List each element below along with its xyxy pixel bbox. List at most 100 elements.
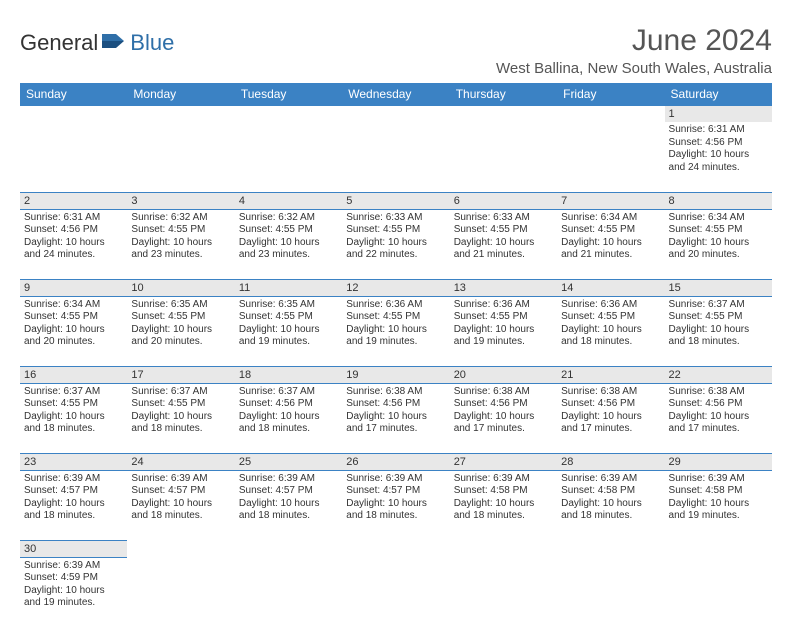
day-cell: Sunrise: 6:36 AMSunset: 4:55 PMDaylight:… bbox=[557, 296, 664, 366]
weekday-header: Tuesday bbox=[235, 83, 342, 106]
day-number-cell: 20 bbox=[450, 366, 557, 383]
day-detail-d2: and 17 minutes. bbox=[346, 423, 445, 436]
day-number-cell: 21 bbox=[557, 366, 664, 383]
day-detail-ss: Sunset: 4:55 PM bbox=[239, 311, 338, 324]
day-detail-d2: and 17 minutes. bbox=[669, 423, 768, 436]
day-detail-sr: Sunrise: 6:39 AM bbox=[239, 473, 338, 486]
day-number-cell: 25 bbox=[235, 453, 342, 470]
day-detail-sr: Sunrise: 6:34 AM bbox=[669, 212, 768, 225]
day-cell: Sunrise: 6:35 AMSunset: 4:55 PMDaylight:… bbox=[235, 296, 342, 366]
day-detail-d2: and 23 minutes. bbox=[239, 249, 338, 262]
day-cell: Sunrise: 6:38 AMSunset: 4:56 PMDaylight:… bbox=[665, 383, 772, 453]
day-number-cell: 3 bbox=[127, 192, 234, 209]
day-number-cell: 8 bbox=[665, 192, 772, 209]
day-detail-ss: Sunset: 4:55 PM bbox=[131, 224, 230, 237]
day-content-row: Sunrise: 6:39 AMSunset: 4:59 PMDaylight:… bbox=[20, 557, 772, 627]
logo-text-blue: Blue bbox=[130, 30, 174, 56]
day-detail-d1: Daylight: 10 hours bbox=[239, 237, 338, 250]
day-number-cell: 5 bbox=[342, 192, 449, 209]
logo: General Blue bbox=[20, 30, 174, 56]
day-detail-d2: and 18 minutes. bbox=[24, 423, 123, 436]
day-detail-d1: Daylight: 10 hours bbox=[239, 498, 338, 511]
day-detail-d1: Daylight: 10 hours bbox=[346, 411, 445, 424]
day-cell: Sunrise: 6:39 AMSunset: 4:58 PMDaylight:… bbox=[665, 470, 772, 540]
day-number-row: 30 bbox=[20, 540, 772, 557]
day-content-row: Sunrise: 6:39 AMSunset: 4:57 PMDaylight:… bbox=[20, 470, 772, 540]
day-detail-d2: and 18 minutes. bbox=[239, 423, 338, 436]
day-detail-ss: Sunset: 4:57 PM bbox=[346, 485, 445, 498]
day-number-cell: 19 bbox=[342, 366, 449, 383]
month-title: June 2024 bbox=[496, 24, 772, 58]
day-detail-sr: Sunrise: 6:34 AM bbox=[24, 299, 123, 312]
day-detail-d1: Daylight: 10 hours bbox=[346, 324, 445, 337]
weekday-header: Thursday bbox=[450, 83, 557, 106]
day-detail-sr: Sunrise: 6:34 AM bbox=[561, 212, 660, 225]
day-number-cell: 18 bbox=[235, 366, 342, 383]
day-number-cell: 2 bbox=[20, 192, 127, 209]
day-cell bbox=[342, 557, 449, 627]
day-number-cell bbox=[557, 540, 664, 557]
day-detail-d2: and 19 minutes. bbox=[239, 336, 338, 349]
day-detail-ss: Sunset: 4:57 PM bbox=[24, 485, 123, 498]
day-number-cell: 22 bbox=[665, 366, 772, 383]
day-cell bbox=[127, 122, 234, 192]
day-detail-d1: Daylight: 10 hours bbox=[454, 324, 553, 337]
day-detail-ss: Sunset: 4:56 PM bbox=[24, 224, 123, 237]
day-detail-ss: Sunset: 4:56 PM bbox=[454, 398, 553, 411]
day-cell: Sunrise: 6:31 AMSunset: 4:56 PMDaylight:… bbox=[665, 122, 772, 192]
calendar-table: Sunday Monday Tuesday Wednesday Thursday… bbox=[20, 83, 772, 627]
day-detail-ss: Sunset: 4:58 PM bbox=[561, 485, 660, 498]
day-detail-sr: Sunrise: 6:39 AM bbox=[131, 473, 230, 486]
day-detail-ss: Sunset: 4:55 PM bbox=[454, 224, 553, 237]
day-cell: Sunrise: 6:37 AMSunset: 4:55 PMDaylight:… bbox=[20, 383, 127, 453]
day-detail-ss: Sunset: 4:56 PM bbox=[669, 398, 768, 411]
weekday-header: Sunday bbox=[20, 83, 127, 106]
day-detail-d2: and 18 minutes. bbox=[131, 510, 230, 523]
day-detail-d2: and 18 minutes. bbox=[561, 510, 660, 523]
day-number-row: 2345678 bbox=[20, 192, 772, 209]
day-detail-d2: and 18 minutes. bbox=[454, 510, 553, 523]
day-detail-d2: and 19 minutes. bbox=[24, 597, 123, 610]
day-detail-d1: Daylight: 10 hours bbox=[561, 498, 660, 511]
day-cell: Sunrise: 6:39 AMSunset: 4:59 PMDaylight:… bbox=[20, 557, 127, 627]
day-detail-d1: Daylight: 10 hours bbox=[239, 411, 338, 424]
day-number-cell: 28 bbox=[557, 453, 664, 470]
day-detail-d1: Daylight: 10 hours bbox=[24, 498, 123, 511]
day-number-cell: 24 bbox=[127, 453, 234, 470]
day-detail-d1: Daylight: 10 hours bbox=[669, 237, 768, 250]
day-detail-ss: Sunset: 4:55 PM bbox=[131, 311, 230, 324]
day-detail-sr: Sunrise: 6:37 AM bbox=[239, 386, 338, 399]
day-number-cell bbox=[342, 106, 449, 123]
day-detail-sr: Sunrise: 6:39 AM bbox=[346, 473, 445, 486]
day-number-cell: 16 bbox=[20, 366, 127, 383]
day-detail-d2: and 20 minutes. bbox=[669, 249, 768, 262]
day-cell: Sunrise: 6:38 AMSunset: 4:56 PMDaylight:… bbox=[557, 383, 664, 453]
weekday-header-row: Sunday Monday Tuesday Wednesday Thursday… bbox=[20, 83, 772, 106]
day-cell: Sunrise: 6:32 AMSunset: 4:55 PMDaylight:… bbox=[127, 209, 234, 279]
day-number-row: 16171819202122 bbox=[20, 366, 772, 383]
day-detail-d2: and 23 minutes. bbox=[131, 249, 230, 262]
day-detail-d1: Daylight: 10 hours bbox=[131, 411, 230, 424]
day-detail-d2: and 20 minutes. bbox=[131, 336, 230, 349]
day-number-cell: 7 bbox=[557, 192, 664, 209]
day-cell bbox=[127, 557, 234, 627]
day-detail-d1: Daylight: 10 hours bbox=[454, 411, 553, 424]
day-cell: Sunrise: 6:39 AMSunset: 4:57 PMDaylight:… bbox=[127, 470, 234, 540]
day-detail-d1: Daylight: 10 hours bbox=[346, 498, 445, 511]
day-number-cell: 27 bbox=[450, 453, 557, 470]
weekday-header: Monday bbox=[127, 83, 234, 106]
day-detail-sr: Sunrise: 6:35 AM bbox=[239, 299, 338, 312]
day-detail-ss: Sunset: 4:55 PM bbox=[24, 398, 123, 411]
header: General Blue June 2024 West Ballina, New… bbox=[20, 24, 772, 77]
day-detail-d1: Daylight: 10 hours bbox=[454, 237, 553, 250]
weekday-header: Wednesday bbox=[342, 83, 449, 106]
day-detail-sr: Sunrise: 6:39 AM bbox=[561, 473, 660, 486]
day-detail-d2: and 18 minutes. bbox=[561, 336, 660, 349]
day-number-cell bbox=[665, 540, 772, 557]
title-block: June 2024 West Ballina, New South Wales,… bbox=[496, 24, 772, 77]
weekday-header: Saturday bbox=[665, 83, 772, 106]
day-number-cell bbox=[450, 106, 557, 123]
day-number-cell: 29 bbox=[665, 453, 772, 470]
day-cell bbox=[342, 122, 449, 192]
day-cell: Sunrise: 6:36 AMSunset: 4:55 PMDaylight:… bbox=[450, 296, 557, 366]
